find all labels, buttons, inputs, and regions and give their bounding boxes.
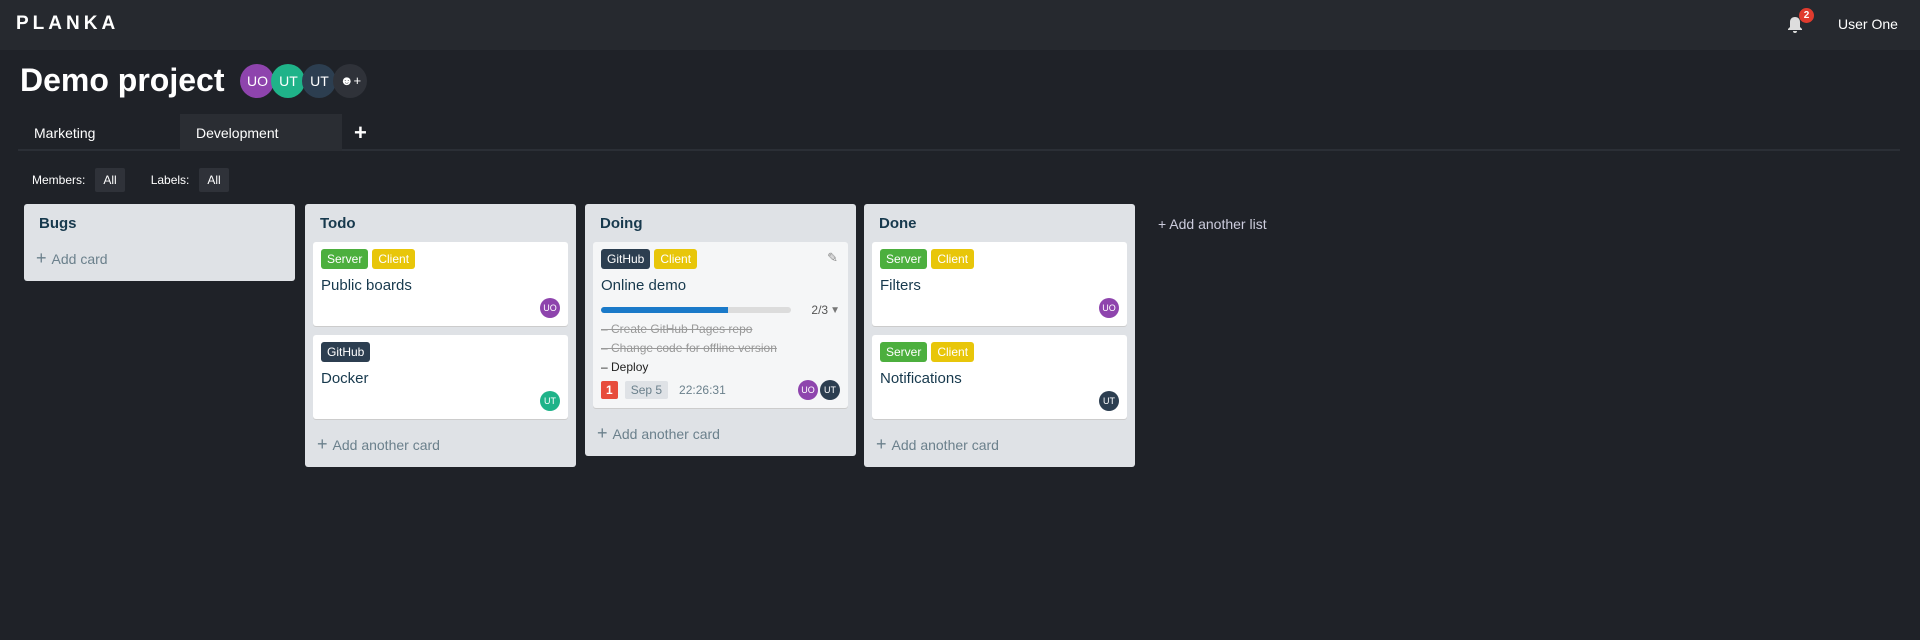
plus-icon: +	[317, 434, 328, 454]
board-tabs: Marketing Development +	[18, 114, 1900, 151]
pencil-icon[interactable]: ✎	[827, 250, 838, 265]
due-date: Sep 5	[624, 381, 669, 399]
list-title[interactable]: Todo	[320, 215, 356, 232]
avatar: UT	[820, 380, 840, 400]
progress-text: 2/3	[811, 303, 829, 317]
label-client: Client	[654, 249, 698, 269]
label-github: GitHub	[601, 249, 651, 269]
card[interactable]: Server Client Notifications UT	[872, 335, 1127, 419]
list-done: Done Server Client Filters UO Server Clien…	[864, 204, 1135, 467]
tab-development[interactable]: Development	[180, 114, 342, 151]
add-card-button[interactable]: + Add another card	[876, 434, 999, 454]
avatar: UO	[1099, 298, 1119, 318]
labels-filter-label: Labels:	[150, 173, 190, 187]
plus-icon: +	[876, 434, 887, 454]
card-title: Notifications	[880, 370, 962, 387]
project-members: UO UT UT ☻+	[240, 63, 368, 98]
filters: Members: All Labels: All	[32, 168, 255, 192]
label-server: Server	[880, 249, 928, 269]
card-title: Filters	[880, 277, 921, 294]
add-card-button[interactable]: + Add card	[36, 248, 108, 268]
user-menu[interactable]: User One	[1838, 16, 1898, 32]
avatar: UO	[540, 298, 560, 318]
label-server: Server	[880, 342, 928, 362]
card[interactable]: GitHub Docker UT	[313, 335, 568, 419]
label-github: GitHub	[321, 342, 371, 362]
user-plus-icon: ☻+	[339, 73, 362, 88]
card-title: Public boards	[321, 277, 412, 294]
avatar: UT	[1099, 391, 1119, 411]
label-client: Client	[372, 249, 416, 269]
card[interactable]: GitHub Client ✎ Online demo 2/3 ▼ – Create…	[593, 242, 848, 408]
label-server: Server	[321, 249, 369, 269]
page-title: Demo project	[20, 62, 225, 98]
chevron-down-icon[interactable]: ▼	[830, 304, 840, 316]
list-doing: Doing GitHub Client ✎ Online demo 2/3 ▼ – …	[585, 204, 856, 456]
add-list-button[interactable]: + Add another list	[1158, 216, 1267, 232]
notification-badge: 2	[1799, 8, 1814, 23]
progress-bar	[601, 307, 791, 313]
add-member-button[interactable]: ☻+	[333, 63, 368, 98]
plus-icon: +	[1158, 216, 1170, 232]
top-bar: PLANKA 2 User One	[0, 0, 1920, 50]
task-item: – Deploy	[601, 360, 649, 374]
timer[interactable]: 22:26:31	[679, 383, 726, 397]
project-header: Demo project UO UT UT ☻+	[20, 62, 368, 99]
avatar[interactable]: UO	[240, 63, 275, 98]
card-title: Online demo	[601, 277, 687, 294]
bell-icon[interactable]	[1786, 15, 1804, 35]
members-filter-label: Members:	[32, 173, 86, 187]
avatar: UT	[540, 391, 560, 411]
count-badge: 1	[601, 381, 618, 399]
list-todo: Todo Server Client Public boards UO GitHu…	[305, 204, 576, 467]
tab-marketing[interactable]: Marketing	[34, 125, 96, 141]
avatar: UO	[798, 380, 818, 400]
logo[interactable]: PLANKA	[16, 13, 120, 34]
avatar[interactable]: UT	[271, 63, 306, 98]
list-title[interactable]: Bugs	[39, 215, 77, 232]
card[interactable]: Server Client Filters UO	[872, 242, 1127, 326]
card-title: Docker	[321, 370, 369, 387]
plus-icon: +	[597, 423, 608, 443]
list-bugs: Bugs + Add card	[24, 204, 295, 281]
card[interactable]: Server Client Public boards UO	[313, 242, 568, 326]
progress-fill	[601, 307, 729, 313]
members-filter-button[interactable]: All	[95, 168, 125, 192]
label-client: Client	[931, 342, 975, 362]
add-board-button[interactable]: +	[354, 120, 367, 145]
list-title[interactable]: Doing	[600, 215, 643, 232]
avatar[interactable]: UT	[302, 63, 337, 98]
task-item: – Create GitHub Pages repo	[601, 322, 753, 336]
plus-icon: +	[36, 248, 47, 268]
task-progress: 2/3 ▼	[601, 303, 840, 317]
task-item: – Change code for offline version	[601, 341, 777, 355]
labels-filter-button[interactable]: All	[199, 168, 229, 192]
add-card-button[interactable]: + Add another card	[597, 423, 720, 443]
list-title[interactable]: Done	[879, 215, 917, 232]
add-card-button[interactable]: + Add another card	[317, 434, 440, 454]
label-client: Client	[931, 249, 975, 269]
card-footer: 1 Sep 5 22:26:31 UO UT	[601, 380, 840, 400]
